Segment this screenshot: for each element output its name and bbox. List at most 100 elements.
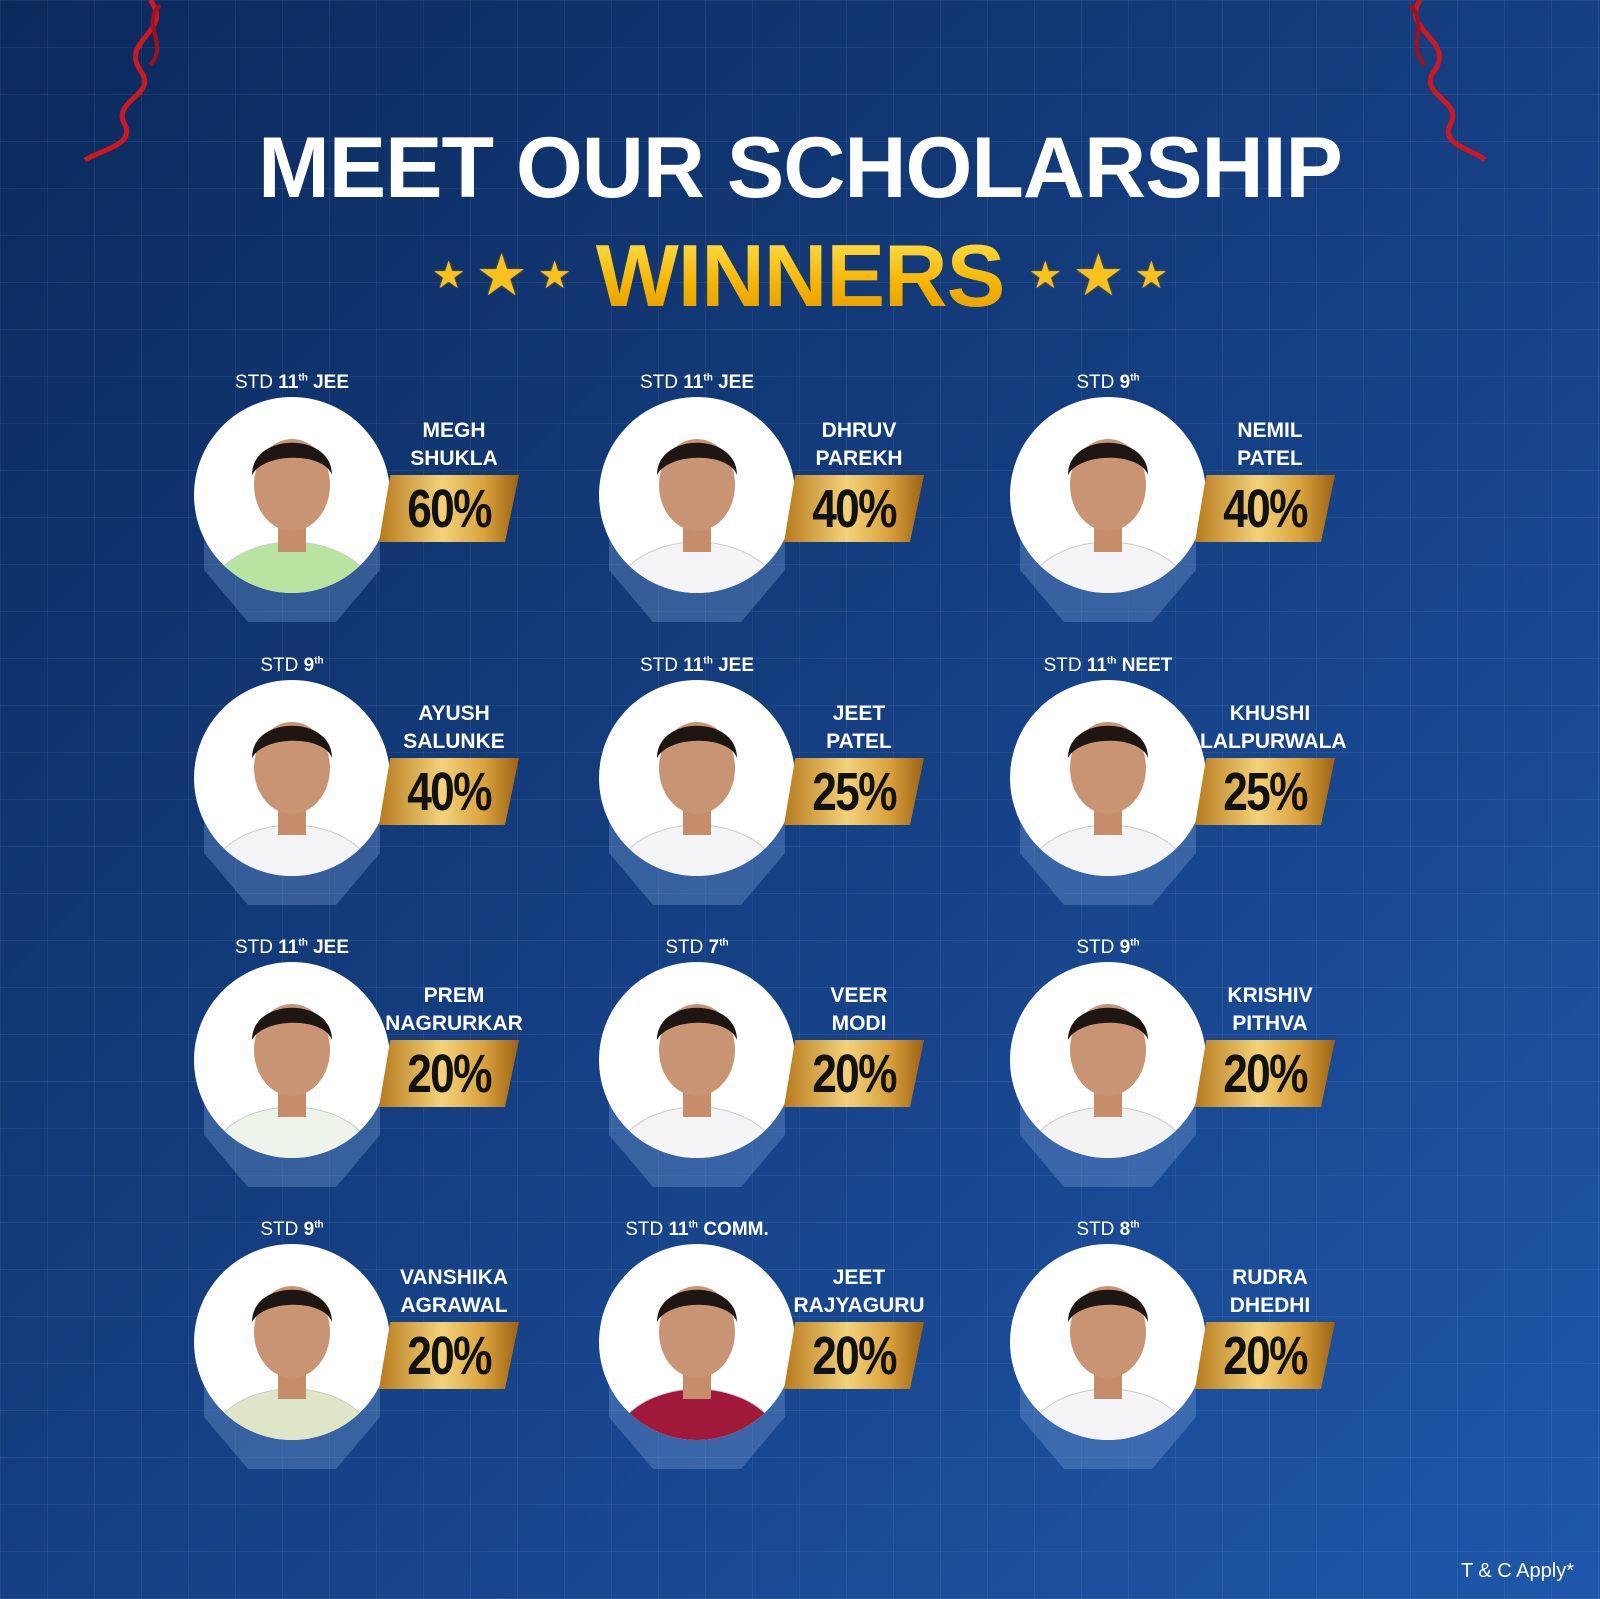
- first-name: JEET: [832, 702, 886, 725]
- grade-label: STD 9th: [194, 655, 390, 677]
- stream: JEE: [313, 372, 350, 393]
- star-icon: ★: [431, 255, 466, 297]
- last-name: PITHVA: [1232, 1012, 1308, 1035]
- scholarship-badge: 20%: [1195, 1040, 1335, 1107]
- first-name: JEET: [832, 1266, 886, 1289]
- winner-card: STD 11th JEE JEET PATEL 25%: [599, 655, 959, 945]
- std-prefix: STD: [625, 1219, 664, 1240]
- grade: 11: [278, 937, 299, 958]
- grade: 9: [1119, 372, 1131, 393]
- std-prefix: STD: [1076, 1219, 1115, 1240]
- student-photo: [599, 962, 795, 1158]
- scholarship-badge: 40%: [784, 475, 924, 542]
- winner-name: KHUSHI LALPURWALA: [1200, 700, 1347, 756]
- subtitle-row: ★ ★ ★ WINNERS ★ ★ ★: [0, 232, 1600, 320]
- last-name: MODI: [831, 1012, 887, 1035]
- grade-suffix: th: [1130, 937, 1140, 949]
- winner-name: JEET PATEL: [789, 700, 929, 756]
- winner-name: KRISHIV PITHVA: [1200, 982, 1340, 1038]
- scholarship-percent: 20%: [812, 1325, 897, 1386]
- std-prefix: STD: [639, 372, 678, 393]
- winner-card: STD 9th AYUSH SALUNKE 40%: [194, 655, 554, 945]
- scholarship-percent: 20%: [1223, 1043, 1308, 1104]
- student-photo: [194, 680, 390, 876]
- student-photo: [599, 680, 795, 876]
- winner-name: JEET RAJYAGURU: [789, 1264, 929, 1320]
- grade-suffix: th: [1106, 655, 1117, 667]
- last-name: AGRAWAL: [400, 1294, 508, 1317]
- winner-card: STD 11th COMM. JEET RAJYAGURU 20%: [599, 1219, 959, 1509]
- winner-card: STD 9th VANSHIKA AGRAWAL 20%: [194, 1219, 554, 1509]
- student-photo: [194, 397, 390, 593]
- winner-name: DHRUV PAREKH: [789, 417, 929, 473]
- grade-label: STD 9th: [1010, 937, 1206, 959]
- grade-label: STD 9th: [1010, 372, 1206, 394]
- winner-name: VEER MODI: [789, 982, 929, 1038]
- scholarship-badge: 20%: [379, 1040, 519, 1107]
- std-prefix: STD: [260, 1219, 299, 1240]
- grade: 11: [1086, 655, 1107, 676]
- scholarship-percent: 60%: [407, 478, 492, 539]
- scholarship-badge: 20%: [1195, 1322, 1335, 1389]
- scholarship-badge: 20%: [784, 1040, 924, 1107]
- winner-card: STD 8th RUDRA DHEDHI 20%: [1010, 1219, 1370, 1509]
- winner-name: RUDRA DHEDHI: [1200, 1264, 1340, 1320]
- grade-label: STD 7th: [599, 937, 795, 959]
- first-name: VEER: [830, 984, 888, 1007]
- last-name: LALPURWALA: [1200, 730, 1347, 753]
- scholarship-percent: 20%: [1223, 1325, 1308, 1386]
- std-prefix: STD: [665, 937, 704, 958]
- std-prefix: STD: [234, 937, 273, 958]
- grade-label: STD 11th JEE: [599, 372, 795, 394]
- grade: 7: [708, 937, 720, 958]
- scholarship-badge: 20%: [379, 1322, 519, 1389]
- first-name: KRISHIV: [1227, 984, 1313, 1007]
- grade-label: STD 9th: [194, 1219, 390, 1241]
- winner-name: NEMIL PATEL: [1200, 417, 1340, 473]
- first-name: NEMIL: [1237, 419, 1303, 442]
- scholarship-badge: 40%: [379, 758, 519, 825]
- grade: 9: [303, 1219, 315, 1240]
- last-name: NAGRURKAR: [385, 1012, 523, 1035]
- last-name: DHEDHI: [1229, 1294, 1311, 1317]
- grade-label: STD 11th JEE: [194, 372, 390, 394]
- winner-name: PREM NAGRURKAR: [384, 982, 524, 1038]
- first-name: AYUSH: [418, 702, 490, 725]
- grade: 11: [683, 372, 704, 393]
- winner-card: STD 11th JEE DHRUV PAREKH 40%: [599, 372, 959, 662]
- scholarship-badge: 60%: [379, 475, 519, 542]
- last-name: PATEL: [826, 730, 892, 753]
- std-prefix: STD: [1076, 372, 1115, 393]
- winner-card: STD 9th NEMIL PATEL 40%: [1010, 372, 1370, 662]
- first-name: PREM: [423, 984, 485, 1007]
- star-icon: ★: [537, 255, 572, 297]
- star-icon: ★: [1028, 255, 1063, 297]
- last-name: RAJYAGURU: [793, 1294, 925, 1317]
- grade-suffix: th: [703, 655, 713, 667]
- student-photo: [194, 962, 390, 1158]
- grade-suffix: th: [1130, 1219, 1140, 1231]
- page-title: MEET OUR SCHOLARSHIP: [258, 120, 1343, 216]
- last-name: PAREKH: [815, 447, 903, 470]
- grade: 9: [1119, 937, 1131, 958]
- std-prefix: STD: [234, 372, 273, 393]
- grade: 11: [683, 655, 704, 676]
- scholarship-percent: 40%: [1223, 478, 1308, 539]
- grade-suffix: th: [314, 1219, 324, 1231]
- grade-label: STD 11th NEET: [1010, 655, 1206, 677]
- ribbon-streamer-icon: [83, 0, 162, 163]
- winner-card: STD 11th NEET KHUSHI LALPURWALA 25%: [1010, 655, 1370, 945]
- student-photo: [1010, 680, 1206, 876]
- grade: 8: [1119, 1219, 1131, 1240]
- scholarship-percent: 25%: [812, 761, 897, 822]
- stream: COMM.: [703, 1219, 769, 1240]
- winner-name: VANSHIKA AGRAWAL: [384, 1264, 524, 1320]
- first-name: MEGH: [422, 419, 486, 442]
- scholarship-percent: 20%: [407, 1325, 492, 1386]
- std-prefix: STD: [639, 655, 678, 676]
- std-prefix: STD: [1076, 937, 1115, 958]
- grade-suffix: th: [314, 655, 324, 667]
- stream: NEET: [1121, 655, 1173, 676]
- std-prefix: STD: [260, 655, 299, 676]
- grade: 11: [668, 1219, 689, 1240]
